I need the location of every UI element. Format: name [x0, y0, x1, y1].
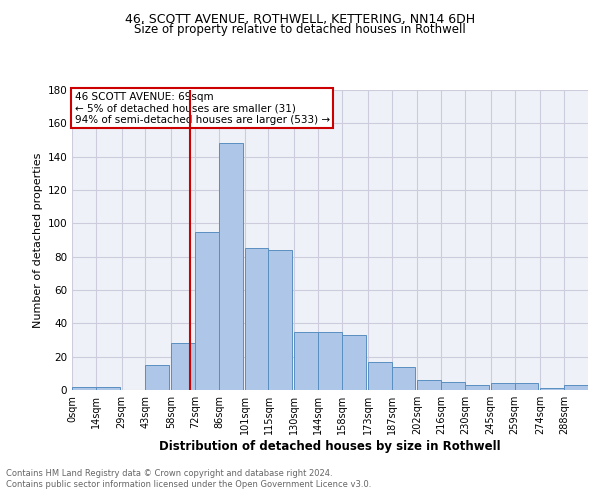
Bar [171, 344, 195, 390]
Bar [195, 232, 219, 390]
Text: 46 SCOTT AVENUE: 69sqm
← 5% of detached houses are smaller (31)
94% of semi-deta: 46 SCOTT AVENUE: 69sqm ← 5% of detached … [74, 92, 330, 124]
Bar [294, 332, 318, 390]
X-axis label: Distribution of detached houses by size in Rothwell: Distribution of detached houses by size … [159, 440, 501, 453]
Bar [417, 380, 441, 390]
Bar [219, 144, 243, 390]
Bar [515, 384, 538, 390]
Bar [145, 365, 169, 390]
Bar [465, 385, 489, 390]
Bar [245, 248, 268, 390]
Bar [540, 388, 564, 390]
Text: 46, SCOTT AVENUE, ROTHWELL, KETTERING, NN14 6DH: 46, SCOTT AVENUE, ROTHWELL, KETTERING, N… [125, 12, 475, 26]
Bar [318, 332, 342, 390]
Y-axis label: Number of detached properties: Number of detached properties [33, 152, 43, 328]
Bar [368, 362, 392, 390]
Bar [268, 250, 292, 390]
Bar [392, 366, 415, 390]
Bar [564, 385, 588, 390]
Bar [342, 335, 366, 390]
Text: Contains public sector information licensed under the Open Government Licence v3: Contains public sector information licen… [6, 480, 371, 489]
Text: Size of property relative to detached houses in Rothwell: Size of property relative to detached ho… [134, 22, 466, 36]
Bar [72, 386, 96, 390]
Bar [491, 384, 515, 390]
Bar [96, 386, 120, 390]
Bar [441, 382, 465, 390]
Text: Contains HM Land Registry data © Crown copyright and database right 2024.: Contains HM Land Registry data © Crown c… [6, 468, 332, 477]
